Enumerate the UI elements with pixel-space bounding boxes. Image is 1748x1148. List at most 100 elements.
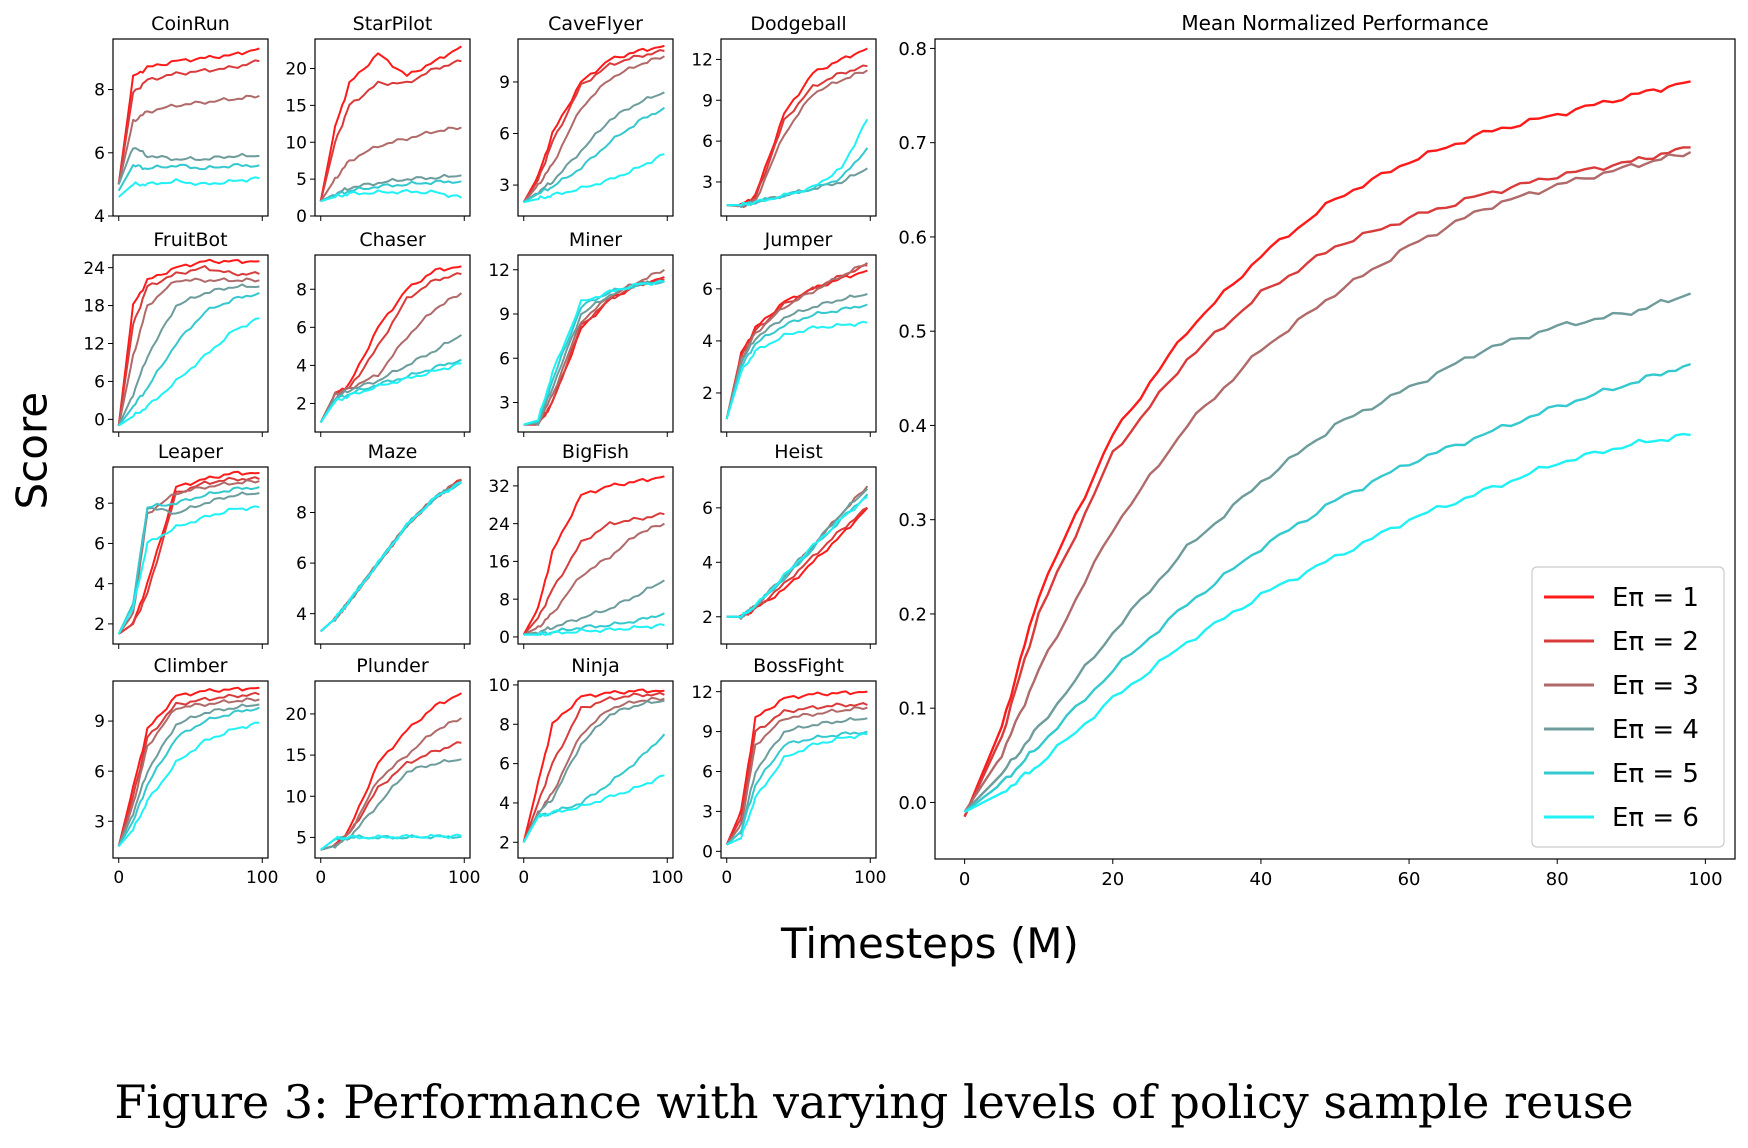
x-tick-label: 0 (315, 868, 326, 888)
plot-frame (720, 38, 877, 217)
y-tick-label: 4 (702, 553, 713, 573)
series-line-6 (726, 118, 869, 207)
series-line-3 (963, 151, 1692, 813)
series-line-1 (319, 45, 462, 202)
y-tick-label: 0.4 (898, 416, 927, 437)
x-tick-label: 80 (1546, 869, 1569, 890)
series-line-5 (963, 363, 1691, 813)
series-line-1 (320, 692, 462, 851)
y-tick-label: 15 (285, 746, 307, 766)
figure-caption: Figure 3: Performance with varying level… (114, 1075, 1634, 1129)
series-line-2 (319, 59, 462, 202)
chart-starpilot: StarPilot 0 5 10 15 20 (285, 13, 471, 227)
plot-frame (517, 466, 674, 645)
chart-title: Dodgeball (750, 13, 846, 35)
series-line-5 (725, 303, 868, 420)
y-tick-label: 6 (702, 763, 713, 783)
series-line-2 (726, 64, 868, 207)
series-line-6 (320, 481, 462, 633)
series-line-6 (118, 176, 260, 198)
series-line-2 (522, 49, 665, 203)
y-tick-label: 0.2 (898, 604, 927, 625)
y-tick-label: 10 (488, 676, 510, 696)
chart-title: BigFish (562, 441, 629, 463)
y-tick-label: 16 (488, 553, 510, 573)
y-tick-label: 4 (94, 207, 105, 227)
series-line-6 (320, 189, 462, 203)
y-tick-label: 24 (83, 259, 105, 279)
series-line-6 (725, 320, 868, 420)
plot-frame (112, 466, 269, 645)
series-line-6 (319, 362, 462, 424)
series-line-5 (117, 291, 260, 427)
series-line-2 (117, 691, 260, 847)
y-tick-label: 5 (296, 829, 307, 849)
x-tick-label: 0 (518, 868, 529, 888)
y-tick-label: 8 (296, 280, 307, 300)
y-tick-label: 3 (499, 394, 510, 414)
y-tick-label: 6 (499, 755, 510, 775)
y-tick-label: 15 (285, 96, 307, 116)
chart-bossfight: BossFight 0 3 6 9 12 0 100 (691, 655, 886, 888)
series-line-2 (963, 146, 1691, 818)
y-tick-label: 4 (296, 605, 307, 625)
chart-title: Maze (368, 441, 418, 463)
plot-frame (112, 38, 269, 217)
chart-maze: Maze 4 6 8 (296, 441, 471, 649)
chart-title: Heist (774, 441, 823, 463)
series-line-1 (726, 47, 868, 207)
y-tick-label: 2 (499, 833, 510, 853)
series-line-4 (726, 717, 868, 846)
x-tick-label: 100 (448, 868, 480, 888)
y-tick-label: 0.0 (898, 793, 927, 814)
chart-title: FruitBot (153, 229, 227, 251)
y-tick-label: 0.8 (898, 39, 927, 60)
shared-y-axis-label: Score (7, 391, 57, 510)
series-line-4 (726, 488, 869, 620)
legend: Eπ = 1 Eπ = 2 Eπ = 3 Eπ = 4 Eπ = 5 Eπ = 6 (1531, 566, 1725, 848)
y-tick-label: 4 (94, 575, 105, 595)
plot-frame (517, 38, 674, 217)
plot-frame (720, 466, 877, 645)
series-line-4 (725, 293, 868, 420)
y-tick-label: 6 (702, 132, 713, 152)
chart-title: Ninja (571, 655, 619, 677)
series-line-6 (523, 623, 665, 636)
chart-dodgeball: Dodgeball 3 6 9 12 (691, 13, 877, 221)
x-tick-label: 100 (1688, 869, 1722, 890)
legend-label: Eπ = 4 (1612, 715, 1699, 745)
plot-frame (720, 254, 877, 433)
y-tick-label: 8 (296, 504, 307, 524)
legend-label: Eπ = 6 (1612, 803, 1699, 833)
plot-frame (314, 680, 471, 859)
series-line-3 (320, 717, 462, 851)
series-line-1 (725, 690, 868, 846)
chart-plunder: Plunder 5 10 15 20 0 100 (285, 655, 480, 888)
y-tick-label: 6 (296, 554, 307, 574)
legend-label: Eπ = 2 (1612, 627, 1699, 657)
y-tick-label: 2 (296, 395, 307, 415)
series-line-2 (117, 59, 260, 185)
series-line-6 (726, 496, 868, 619)
y-tick-label: 4 (499, 794, 510, 814)
series-line-6 (522, 774, 665, 843)
y-tick-label: 24 (488, 515, 510, 535)
series-line-6 (117, 505, 260, 635)
series-line-5 (320, 179, 462, 203)
x-tick-label: 0 (721, 868, 732, 888)
chart-mean-normalized-performance: Mean Normalized Performance 0.0 0.1 0.2 0.3 0… (898, 11, 1736, 890)
chart-leaper: Leaper 2 4 6 8 (94, 441, 269, 649)
y-tick-label: 2 (702, 384, 713, 404)
series-line-5 (726, 147, 869, 207)
series-line-6 (118, 317, 260, 427)
series-line-5 (320, 481, 463, 633)
chart-title: Miner (569, 229, 622, 251)
series-line-6 (320, 833, 462, 851)
y-tick-label: 12 (691, 51, 713, 71)
series-line-1 (117, 258, 260, 426)
y-tick-label: 3 (94, 812, 105, 832)
y-tick-label: 3 (702, 803, 713, 823)
